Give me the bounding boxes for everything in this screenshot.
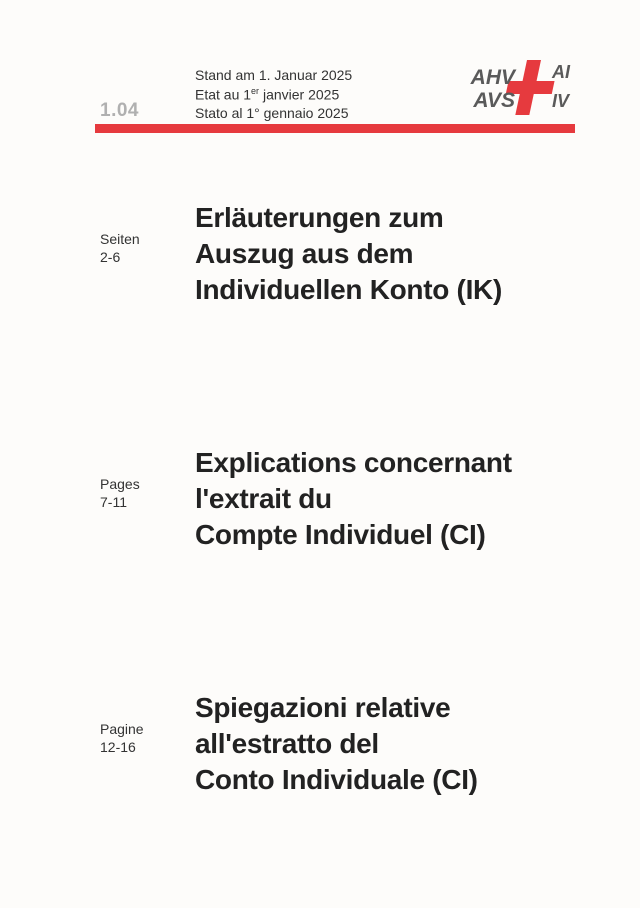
page-label-text: Pages	[100, 475, 140, 493]
date-french: Etat au 1er janvier 2025	[195, 85, 352, 105]
page-label-text: Pagine	[100, 720, 144, 738]
title-french: Explications concernant l'extrait du Com…	[195, 445, 595, 552]
page-range: 12-16	[100, 738, 144, 756]
title-german: Erläuterungen zum Auszug aus dem Individ…	[195, 200, 595, 307]
date-italian: Stato al 1° gennaio 2025	[195, 104, 352, 123]
red-divider-bar	[95, 124, 575, 133]
svg-text:AHV: AHV	[470, 66, 517, 89]
page-label-german: Seiten 2-6	[100, 230, 140, 266]
date-block: Stand am 1. Januar 2025 Etat au 1er janv…	[195, 66, 352, 123]
svg-text:AVS: AVS	[472, 89, 515, 112]
svg-text:AI: AI	[551, 62, 571, 82]
ahv-avs-logo: AHV AVS AI IV	[455, 60, 575, 115]
page-label-french: Pages 7-11	[100, 475, 140, 511]
page-label-text: Seiten	[100, 230, 140, 248]
header: 1.04 Stand am 1. Januar 2025 Etat au 1er…	[0, 60, 640, 130]
page-label-italian: Pagine 12-16	[100, 720, 144, 756]
page-range: 2-6	[100, 248, 140, 266]
svg-text:IV: IV	[552, 91, 571, 111]
title-italian: Spiegazioni relative all'estratto del Co…	[195, 690, 595, 797]
date-german: Stand am 1. Januar 2025	[195, 66, 352, 85]
document-number: 1.04	[100, 100, 139, 122]
page-range: 7-11	[100, 493, 140, 511]
